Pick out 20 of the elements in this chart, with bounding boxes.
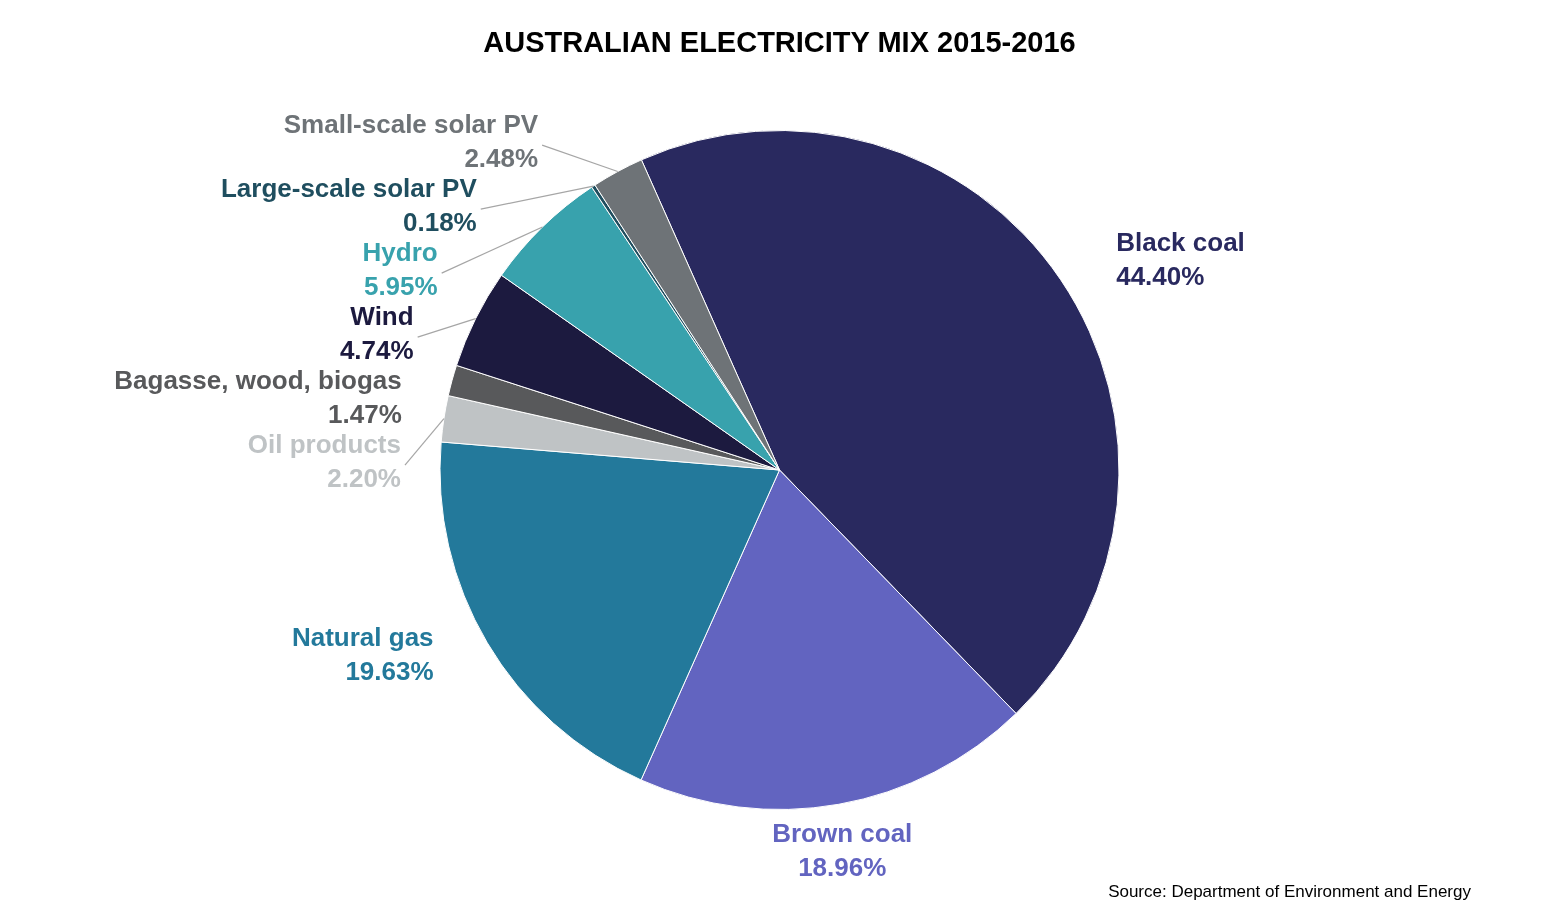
- data-label: 44.40%: [1116, 261, 1205, 292]
- chart-title: AUSTRALIAN ELECTRICITY MIX 2015-2016: [482, 26, 1077, 59]
- slice-label: Brown coal: [772, 817, 913, 848]
- slice-label: Natural gas: [291, 622, 434, 653]
- data-label: 2.20%: [327, 463, 401, 494]
- source-note: Source: Department of Environment and Energy: [1108, 882, 1471, 902]
- slice-label: Small-scale solar PV: [283, 109, 539, 140]
- slice-label: Hydro: [362, 237, 438, 268]
- slice-label: Wind: [350, 301, 414, 332]
- data-label: 2.48%: [464, 143, 539, 174]
- data-label: 0.18%: [403, 207, 477, 238]
- data-label: 19.63%: [345, 656, 434, 687]
- slice-label: Large-scale solar PV: [220, 173, 478, 204]
- data-label: 4.74%: [339, 335, 414, 366]
- slice-label: Bagasse, wood, biogas: [114, 365, 402, 396]
- data-label: 18.96%: [798, 851, 887, 882]
- slice-label: Black coal: [1116, 227, 1245, 258]
- slice-label: Oil products: [247, 429, 401, 460]
- data-label: 1.47%: [328, 399, 402, 430]
- data-label: 5.95%: [363, 271, 438, 302]
